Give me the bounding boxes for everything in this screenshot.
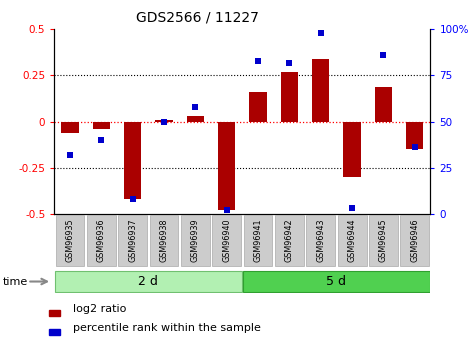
FancyBboxPatch shape [369,215,398,266]
Text: time: time [2,277,27,286]
FancyBboxPatch shape [212,215,241,266]
Point [223,207,230,213]
Bar [187,116,204,122]
Point [348,206,356,211]
FancyBboxPatch shape [275,215,304,266]
FancyBboxPatch shape [149,215,178,266]
Point [160,119,168,125]
Bar [124,122,141,199]
Point [254,58,262,63]
Text: GSM96946: GSM96946 [410,219,419,263]
Text: GSM96945: GSM96945 [379,219,388,263]
Point [286,60,293,65]
Text: GSM96940: GSM96940 [222,219,231,263]
FancyBboxPatch shape [181,215,210,266]
Bar [49,310,60,316]
Text: GSM96938: GSM96938 [159,219,168,263]
FancyBboxPatch shape [338,215,367,266]
FancyBboxPatch shape [55,271,242,292]
Text: GSM96944: GSM96944 [348,219,357,263]
Point [317,30,324,36]
Text: 5 d: 5 d [326,275,346,288]
Bar [49,329,60,335]
Point [97,137,105,143]
Text: 2 d: 2 d [139,275,158,288]
Bar [281,72,298,122]
Text: GSM96941: GSM96941 [254,219,263,263]
Bar [406,122,423,149]
Point [380,52,387,58]
Text: GSM96936: GSM96936 [97,219,106,263]
Point [66,152,74,158]
Bar [312,59,329,122]
Text: GSM96939: GSM96939 [191,219,200,263]
FancyBboxPatch shape [244,215,272,266]
Text: GSM96937: GSM96937 [128,219,137,263]
Bar [249,92,267,122]
Text: GSM96935: GSM96935 [66,219,75,263]
Bar [93,122,110,129]
Text: GSM96943: GSM96943 [316,219,325,263]
Bar [61,122,79,133]
Bar [218,122,236,210]
FancyBboxPatch shape [400,215,429,266]
FancyBboxPatch shape [87,215,116,266]
Text: GSM96942: GSM96942 [285,219,294,263]
FancyBboxPatch shape [243,271,430,292]
Point [411,145,419,150]
Point [129,196,137,202]
Bar [375,87,392,122]
Point [192,104,199,110]
FancyBboxPatch shape [307,215,335,266]
Text: GDS2566 / 11227: GDS2566 / 11227 [136,10,259,24]
Text: log2 ratio: log2 ratio [73,304,127,314]
Bar [156,120,173,122]
Bar [343,122,361,177]
FancyBboxPatch shape [118,215,147,266]
FancyBboxPatch shape [56,215,85,266]
Text: percentile rank within the sample: percentile rank within the sample [73,323,261,333]
